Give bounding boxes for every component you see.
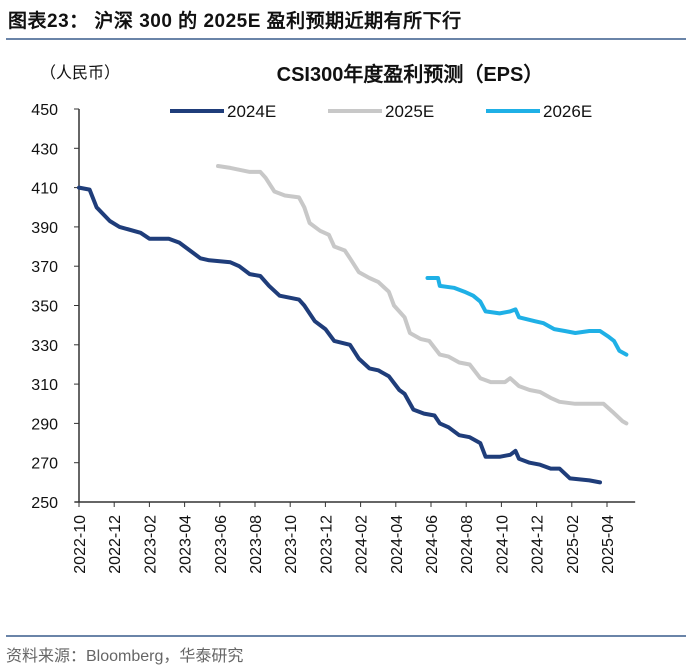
x-tick-label: 2024-06: [424, 515, 441, 574]
legend-label-2026E: 2026E: [543, 102, 592, 121]
x-tick-label: 2022-10: [72, 515, 89, 574]
y-tick-label: 350: [31, 299, 58, 316]
y-tick-label: 390: [31, 220, 58, 237]
x-tick-label: 2024-10: [494, 515, 511, 574]
x-tick-label: 2025-02: [565, 515, 582, 574]
x-tick-label: 2023-04: [178, 515, 195, 574]
y-tick-label: 330: [31, 338, 58, 355]
footer-divider: [6, 635, 686, 637]
y-tick-label: 450: [31, 102, 58, 119]
y-tick-label: 410: [31, 181, 58, 198]
x-tick-label: 2024-12: [530, 515, 547, 574]
y-tick-label: 270: [31, 456, 58, 473]
y-tick-label: 290: [31, 416, 58, 433]
x-tick-label: 2024-08: [459, 515, 476, 574]
x-tick-label: 2025-04: [600, 515, 617, 574]
x-tick-label: 2023-08: [248, 515, 265, 574]
y-tick-label: 310: [31, 377, 58, 394]
y-tick-label: 250: [31, 495, 58, 512]
series-line-2024E: [77, 185, 602, 485]
legend-label-2025E: 2025E: [385, 102, 434, 121]
x-tick-label: 2023-02: [142, 515, 159, 574]
x-tick-label: 2024-04: [389, 515, 406, 574]
series-line-2026E: [425, 276, 629, 357]
y-axis-unit-label: （人民币）: [40, 64, 120, 82]
x-tick-label: 2023-10: [283, 515, 300, 574]
x-tick-label: 2022-12: [107, 515, 124, 574]
eps-line-chart: （人民币） CSI300年度盈利预测（EPS） 250 270 290 310 330 3…: [31, 62, 636, 574]
x-tick-label: 2023-06: [213, 515, 230, 574]
y-tick-label: 430: [31, 141, 58, 158]
source-note: 资料来源：Bloomberg，华泰研究: [6, 648, 244, 665]
figure-title: 图表23： 沪深 300 的 2025E 盈利预期近期有所下行: [8, 11, 462, 32]
chart-title: CSI300年度盈利预测（EPS）: [277, 62, 544, 86]
title-divider: [6, 38, 686, 40]
x-tick-label: 2023-12: [318, 515, 335, 574]
legend-label-2024E: 2024E: [227, 102, 276, 121]
y-tick-label: 370: [31, 259, 58, 276]
series-line-2025E: [216, 164, 629, 426]
x-tick-label: 2024-02: [354, 515, 371, 574]
